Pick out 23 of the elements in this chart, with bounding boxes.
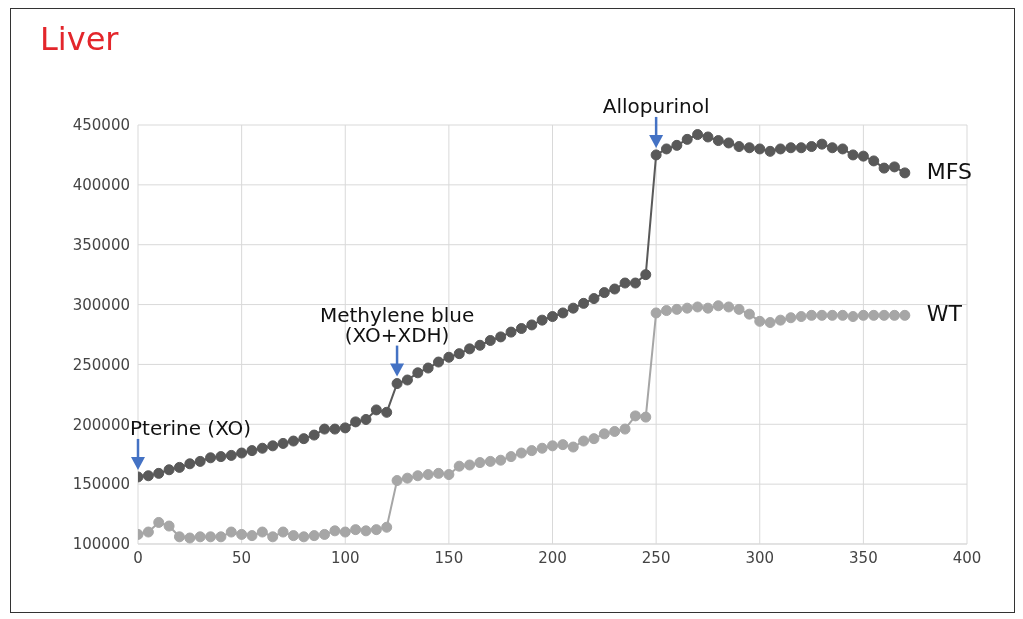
series-label: MFS — [926, 158, 973, 184]
x-tick-label: 250 — [641, 548, 671, 567]
series-label: WT — [926, 301, 963, 327]
x-tick-label: 100 — [330, 548, 360, 567]
annotation: Methylene blue (XO+XDH) — [319, 302, 475, 347]
x-tick-label: 300 — [745, 548, 775, 567]
y-tick-label: 150000 — [72, 475, 130, 494]
x-tick-label: 400 — [952, 548, 982, 567]
annotation: Pterine (XO) — [130, 415, 252, 440]
y-tick-label: 300000 — [72, 295, 130, 314]
chart-title: Liver — [40, 20, 119, 58]
y-tick-label: 250000 — [72, 355, 130, 374]
y-tick-label: 450000 — [72, 116, 130, 135]
x-tick-label: 200 — [538, 548, 567, 567]
y-tick-label: 400000 — [72, 176, 130, 195]
x-tick-label: 50 — [232, 548, 252, 567]
x-tick-label: 0 — [133, 548, 143, 567]
y-tick-label: 100000 — [72, 535, 130, 554]
y-tick-label: 200000 — [72, 415, 130, 434]
x-tick-label: 350 — [849, 548, 878, 567]
annotation: Allopurinol — [602, 93, 710, 118]
y-tick-label: 350000 — [72, 236, 130, 255]
x-tick-label: 150 — [434, 548, 464, 567]
